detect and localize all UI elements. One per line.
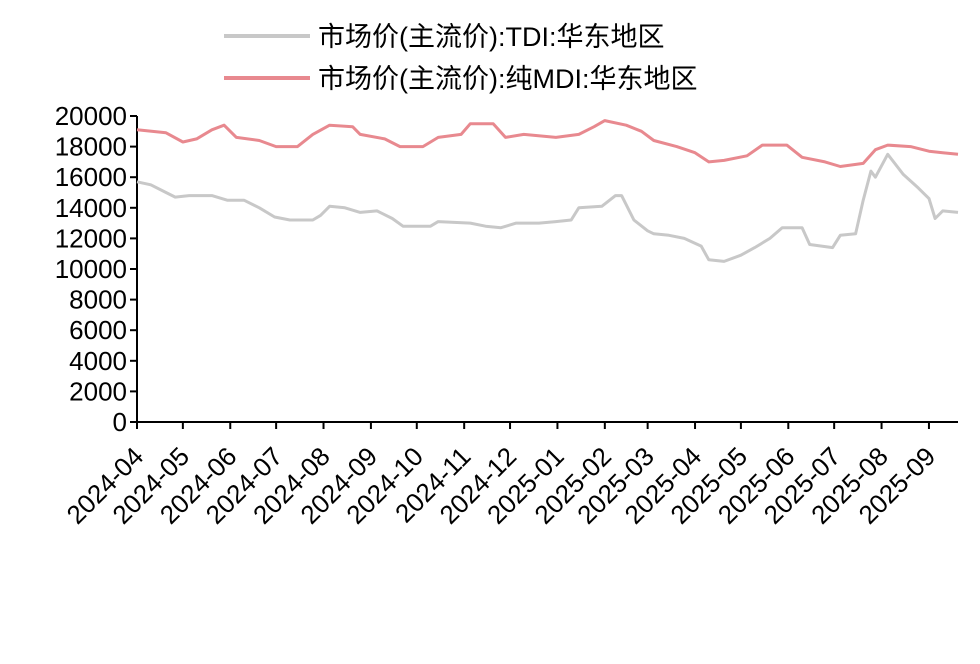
- series-line-0: [136, 152, 959, 263]
- y-tick-label: 8000: [69, 285, 127, 315]
- y-tick-label: 2000: [69, 376, 127, 406]
- y-tick-label: 16000: [55, 162, 127, 192]
- y-tick-label: 6000: [69, 315, 127, 345]
- y-tick-label: 18000: [55, 132, 127, 162]
- axes: 0200040006000800010000120001400016000180…: [55, 101, 958, 530]
- legend-label-mdi: 市场价(主流价):纯MDI:华东地区: [318, 64, 697, 94]
- y-tick-label: 10000: [55, 254, 127, 284]
- legend: 市场价(主流价):TDI:华东地区 市场价(主流价):纯MDI:华东地区: [224, 22, 697, 94]
- y-tick-label: 14000: [55, 193, 127, 223]
- series-line-1: [136, 119, 959, 168]
- series-layer: [136, 119, 959, 263]
- y-tick-label: 12000: [55, 223, 127, 253]
- y-tick-label: 0: [113, 407, 127, 437]
- y-tick-label: 20000: [55, 101, 127, 131]
- legend-label-tdi: 市场价(主流价):TDI:华东地区: [318, 22, 664, 52]
- y-tick-label: 4000: [69, 346, 127, 376]
